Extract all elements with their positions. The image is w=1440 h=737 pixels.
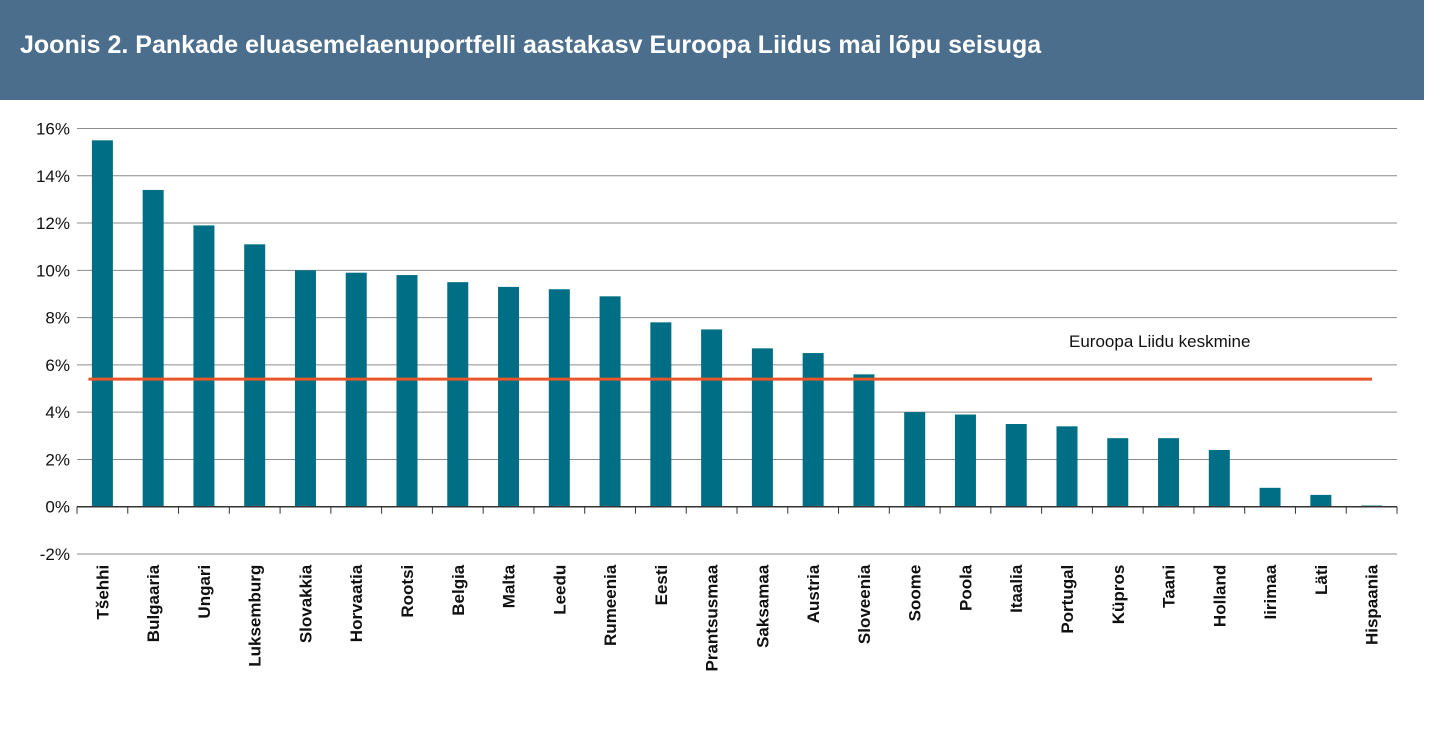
- category-label: Hispaania: [1363, 564, 1382, 645]
- bar: [904, 412, 926, 507]
- y-tick-label: 2%: [45, 450, 70, 469]
- category-label: Läti: [1312, 565, 1331, 595]
- y-tick-label: 12%: [36, 214, 70, 233]
- bar: [1005, 423, 1027, 507]
- bar: [599, 296, 621, 507]
- eu-average-label: Euroopa Liidu keskmine: [1069, 332, 1250, 351]
- bar: [345, 272, 367, 507]
- category-label: Ungari: [195, 565, 214, 619]
- chart-title: Joonis 2. Pankade eluasemelaenuportfelli…: [20, 31, 1042, 59]
- category-label: Rootsi: [398, 565, 417, 618]
- bar: [853, 374, 875, 507]
- category-label: Poola: [956, 564, 975, 611]
- bar: [193, 225, 215, 507]
- category-label: Austria: [804, 564, 823, 623]
- y-tick-label: 14%: [36, 167, 70, 186]
- y-tick-label: 10%: [36, 261, 70, 280]
- bar: [1056, 426, 1078, 507]
- category-label: Portugal: [1058, 565, 1077, 634]
- bar: [548, 289, 570, 507]
- category-label: Tšehhi: [93, 565, 112, 620]
- category-label: Prantsusmaa: [703, 564, 722, 671]
- category-label: Bulgaaria: [144, 564, 163, 642]
- category-label: Sloveenia: [855, 564, 874, 644]
- y-tick-label: 4%: [45, 403, 70, 422]
- bar: [650, 322, 672, 507]
- bar: [244, 244, 266, 507]
- category-label: Taani: [1160, 565, 1179, 608]
- category-label: Küpros: [1109, 565, 1128, 625]
- category-label: Rumeenia: [601, 564, 620, 646]
- bar: [447, 282, 469, 507]
- bar: [802, 353, 824, 507]
- category-label: Iirimaa: [1261, 564, 1280, 619]
- y-tick-label: 6%: [45, 356, 70, 375]
- category-label: Saksamaa: [753, 564, 772, 648]
- bar: [1158, 438, 1180, 507]
- bar: [751, 348, 773, 507]
- category-label: Itaalia: [1007, 564, 1026, 613]
- category-label: Holland: [1210, 565, 1229, 627]
- bar: [142, 189, 164, 507]
- category-label: Luksemburg: [246, 565, 265, 667]
- category-label: Eesti: [652, 565, 671, 606]
- category-label: Belgia: [449, 564, 468, 616]
- bar: [1310, 494, 1332, 507]
- bar: [1107, 438, 1129, 507]
- bar: [498, 286, 520, 507]
- category-label: Horvaatia: [347, 564, 366, 642]
- category-label: Slovakkia: [296, 564, 315, 643]
- bar: [954, 414, 976, 507]
- bar: [91, 140, 113, 507]
- category-label: Leedu: [550, 565, 569, 615]
- category-label: Soome: [906, 565, 925, 622]
- bar: [1259, 487, 1281, 507]
- bar: [1208, 449, 1230, 507]
- y-tick-label: 8%: [45, 309, 70, 328]
- bar: [701, 329, 723, 507]
- bar: [396, 275, 418, 507]
- y-tick-label: 16%: [36, 120, 70, 139]
- y-tick-label: -2%: [40, 545, 70, 564]
- bar: [294, 270, 316, 507]
- category-label: Malta: [500, 564, 519, 608]
- y-tick-label: 0%: [45, 498, 70, 517]
- chart-header: Joonis 2. Pankade eluasemelaenuportfelli…: [0, 0, 1424, 100]
